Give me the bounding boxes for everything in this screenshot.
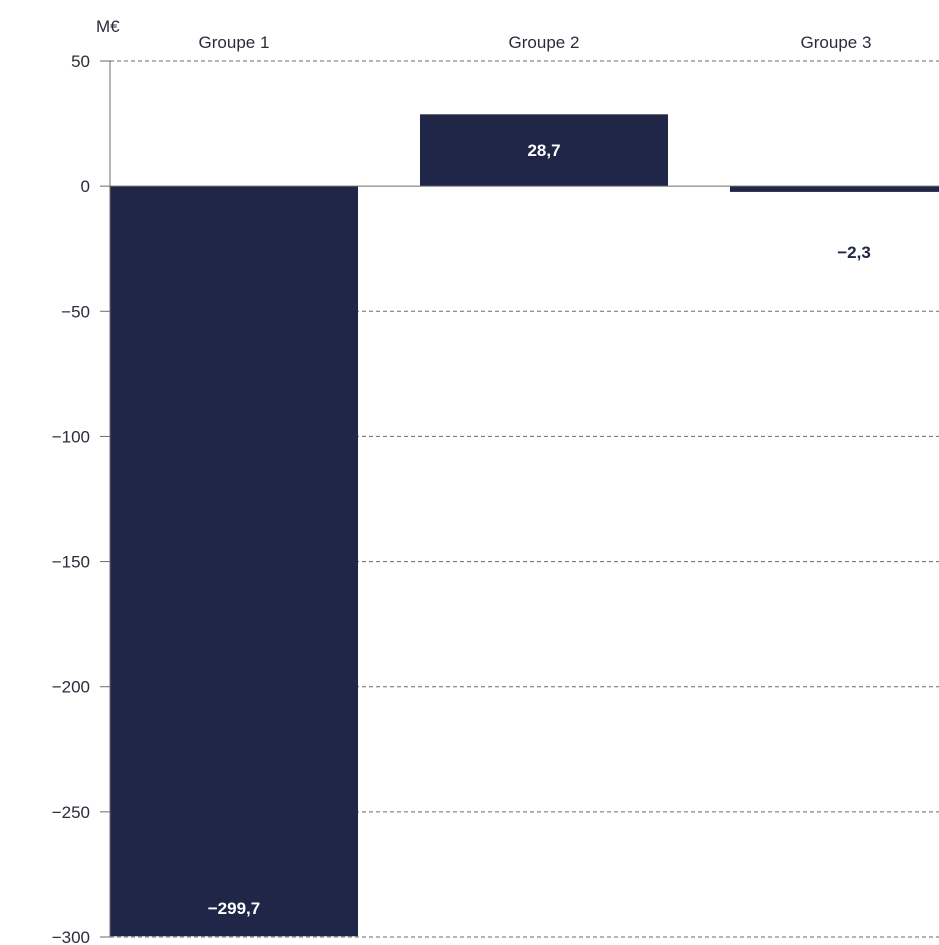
category-label-2: Groupe 2 — [509, 33, 580, 52]
y-tick-label: −150 — [52, 553, 90, 572]
y-tick-label: −300 — [52, 928, 90, 945]
y-tick-label: 50 — [71, 52, 90, 71]
y-tick-label: −50 — [61, 302, 90, 321]
category-labels: Groupe 1 Groupe 2 Groupe 3 — [199, 33, 872, 52]
y-tick-label: −250 — [52, 803, 90, 822]
bar-2 — [420, 114, 668, 187]
y-axis-ticks: 50 0 −50 −100 −150 −200 −250 −300 — [52, 52, 110, 945]
unit-label: M€ — [96, 17, 120, 36]
bar-1 — [110, 186, 358, 937]
category-label-1: Groupe 1 — [199, 33, 270, 52]
data-label-3: −2,3 — [837, 243, 871, 262]
category-label-3: Groupe 3 — [801, 33, 872, 52]
bar-3 — [730, 186, 939, 192]
y-tick-label: −200 — [52, 678, 90, 697]
y-tick-label: −100 — [52, 427, 90, 446]
grid-lines — [110, 60, 939, 938]
data-label-2: 28,7 — [527, 141, 560, 160]
bars — [110, 114, 939, 937]
data-labels: −299,7 28,7 −2,3 — [208, 141, 871, 918]
data-label-1: −299,7 — [208, 899, 260, 918]
y-tick-label: 0 — [81, 177, 90, 196]
